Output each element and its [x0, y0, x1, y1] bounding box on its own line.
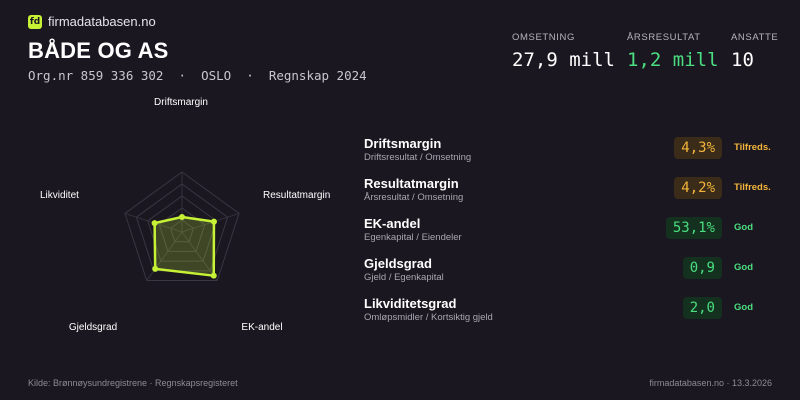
metric-value: 0,9: [682, 257, 722, 279]
radar-point: [210, 272, 217, 279]
radar-label-gjeldsgrad: Gjeldsgrad: [69, 322, 117, 333]
kpi-aarsresultat: ÅRSRESULTAT 1,2 mill: [627, 32, 719, 71]
radar-label-resultatmargin: Resultatmargin: [263, 190, 330, 201]
radar-points: [151, 214, 217, 279]
metric-formula: Egenkapital / Eiendeler: [364, 232, 462, 243]
metric-name: Likviditetsgrad: [364, 296, 457, 311]
metric-row-driftsmargin: Driftsmargin Driftsresultat / Omsetning …: [364, 130, 784, 170]
footer-site-link[interactable]: firmadatabasen.no · 13.3.2026: [649, 378, 772, 388]
metric-value: 2,0: [682, 297, 722, 319]
metric-formula: Driftsresultat / Omsetning: [364, 152, 472, 163]
kpi-omsetning: OMSETNING 27,9 mill: [512, 32, 615, 71]
radar-spoke: [146, 231, 183, 281]
metric-status: Tilfreds.: [734, 142, 771, 153]
kpi-ansatte: ANSATTE 10: [731, 32, 778, 71]
radar-grid-ring-1: [169, 219, 195, 243]
radar-label-likviditet: Likviditet: [40, 190, 79, 201]
metric-row-resultatmargin: Resultatmargin Årsresultat / Omsetning 4…: [364, 170, 784, 210]
metric-status: Tilfreds.: [734, 182, 771, 193]
radar-grid-ring-5: [124, 171, 240, 282]
radar-grid-ring-3: [147, 195, 217, 262]
metric-formula: Årsresultat / Omsetning: [364, 192, 464, 203]
kpi-label: ANSATTE: [731, 32, 779, 43]
radar-label-ek-andel: EK-andel: [241, 322, 282, 333]
brand-name: firmadatabasen.no: [48, 14, 156, 29]
radar-spokes: [124, 172, 240, 281]
brand-logo-icon: fd: [28, 14, 42, 29]
metric-value: 53,1%: [665, 217, 722, 239]
metric-status: God: [734, 302, 753, 313]
kpi-value: 1,2 mill: [627, 49, 719, 71]
metric-name: Driftsmargin: [364, 136, 442, 151]
metric-status: God: [734, 222, 753, 233]
metric-name: Gjeldsgrad: [364, 256, 432, 271]
metric-formula: Gjeld / Egenkapital: [364, 272, 444, 283]
metric-name: Resultatmargin: [364, 176, 459, 191]
metric-name: EK-andel: [364, 216, 421, 231]
metric-row-gjeldsgrad: Gjeldsgrad Gjeld / Egenkapital 0,9 God: [364, 250, 784, 290]
radar-point: [151, 220, 158, 227]
brand[interactable]: fd firmadatabasen.no: [28, 14, 156, 29]
kpi-value: 27,9 mill: [512, 49, 615, 71]
radar-label-driftsmargin: Driftsmargin: [154, 97, 208, 108]
kpi-value: 10: [731, 49, 754, 71]
kpi-label: OMSETNING: [512, 32, 575, 43]
metric-formula: Omløpsmidler / Kortsiktig gjeld: [364, 312, 493, 323]
metric-value: 4,3%: [674, 137, 722, 159]
radar-spoke: [181, 212, 240, 233]
metric-row-ek-andel: EK-andel Egenkapital / Eiendeler 53,1% G…: [364, 210, 784, 250]
radar-point: [210, 218, 217, 225]
kpi-label: ÅRSRESULTAT: [627, 32, 701, 43]
radar-point: [179, 214, 185, 220]
company-name: BÅDE OG AS: [28, 38, 169, 63]
radar-score-polygon: [153, 215, 216, 277]
metrics-list: Driftsmargin Driftsresultat / Omsetning …: [364, 130, 784, 330]
radar-chart: Driftsmargin Resultatmargin EK-andel Gje…: [40, 97, 330, 333]
metric-value: 4,2%: [674, 177, 722, 199]
radar-spoke: [181, 231, 218, 281]
metric-status: God: [734, 262, 753, 273]
metric-row-likviditetsgrad: Likviditetsgrad Omløpsmidler / Kortsikti…: [364, 290, 784, 330]
company-meta: Org.nr 859 336 302 · OSLO · Regnskap 202…: [28, 68, 367, 83]
footer-source: Kilde: Brønnøysundregistrene · Regnskaps…: [28, 378, 238, 388]
radar-point: [152, 265, 159, 272]
